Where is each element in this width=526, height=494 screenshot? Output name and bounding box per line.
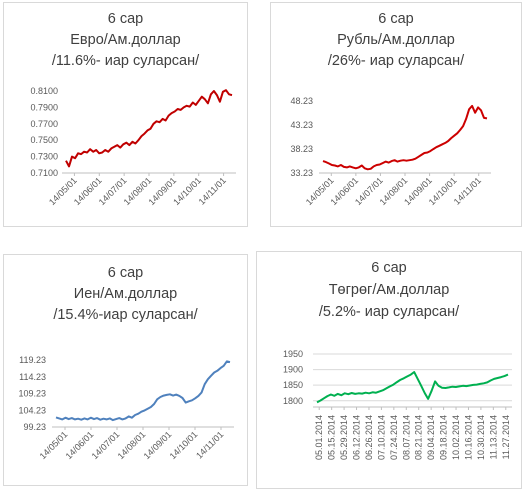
x-tick-label: 14/10/01 [168, 429, 200, 461]
y-tick-label: 1800 [283, 396, 303, 406]
x-tick-label: 05.15.2014 [327, 415, 337, 460]
series-line [55, 360, 231, 422]
chart-title-line-2: Төгрөг/Ам.доллар [328, 282, 450, 298]
chart-title-line-2: Иен/Ам.доллар [73, 286, 178, 302]
y-tick-label: 1900 [283, 365, 303, 375]
y-tick-label: 38.23 [290, 144, 313, 154]
x-tick-label: 11.13.2014 [488, 415, 498, 459]
series-line [322, 104, 488, 171]
x-tick-label: 14/11/01 [194, 429, 225, 460]
x-tick-label: 05.29.2014 [339, 415, 349, 460]
y-tick-label: 0.7300 [30, 152, 58, 162]
x-tick-label: 14/11/01 [197, 175, 228, 206]
y-tick-label: 119.23 [19, 355, 46, 365]
x-tick-label: 09.18.2014 [439, 415, 449, 460]
series-line [316, 371, 509, 404]
y-tick-label: 0.7500 [30, 135, 58, 145]
y-tick-label: 1850 [283, 380, 303, 390]
y-tick-label: 33.23 [290, 168, 313, 178]
y-tick-label: 43.23 [290, 120, 313, 130]
y-tick-label: 48.23 [290, 96, 313, 106]
x-tick-label: 05.01.2014 [314, 415, 324, 460]
rub-usd-line-chart: 33.2338.2343.2348.2314/05/0114/06/0114/0… [290, 96, 491, 207]
y-tick-label: 0.7700 [30, 119, 58, 129]
x-tick-label: 10.30.2014 [476, 415, 486, 460]
x-tick-label: 08.07.2014 [401, 415, 411, 460]
x-tick-label: 10.02.2014 [451, 415, 461, 460]
chart-title-line-1: 6 сар [378, 11, 414, 27]
x-tick-label: 07.24.2014 [389, 415, 399, 460]
y-tick-label: 1950 [283, 349, 303, 359]
y-tick-label: 0.7100 [30, 168, 58, 178]
chart-panel-eur-usd: 6 сар Евро/Ам.доллар /11.6%- иар суларса… [3, 2, 248, 227]
x-tick-label: 06.26.2014 [364, 415, 374, 460]
x-tick-label: 11.27.2014 [501, 415, 511, 459]
chart-title-line-3: /11.6%- иар суларсан/ [51, 53, 200, 69]
chart-title-line-2: Евро/Ам.доллар [70, 32, 181, 48]
y-tick-label: 0.8100 [30, 86, 58, 96]
chart-title-line-1: 6 сар [371, 260, 407, 276]
chart-title-line-1: 6 сар [107, 265, 144, 281]
chart-panel-rub-usd: 6 сар Рубль/Ам.доллар /26%- иар суларсан… [270, 2, 522, 227]
chart-title-line-3: /26%- иар суларсан/ [327, 53, 465, 69]
chart-title-line-2: Рубль/Ам.доллар [337, 32, 455, 48]
y-tick-label: 0.7900 [30, 102, 58, 112]
chart-panel-mnt-usd: 6 сар Төгрөг/Ам.доллар /5.2%- иар суларс… [256, 251, 522, 489]
chart-title-line-1: 6 сар [107, 11, 144, 27]
y-tick-label: 104.23 [18, 405, 46, 415]
eur-usd-line-chart: 0.71000.73000.75000.77000.79000.810014/0… [30, 86, 236, 207]
y-tick-label: 99.23 [23, 422, 46, 432]
x-tick-label: 06.12.2014 [352, 415, 362, 460]
series-line [65, 89, 233, 168]
x-tick-label: 10.16.2014 [463, 415, 473, 460]
chart-title-line-3: /15.4%-иар суларсан/ [53, 307, 198, 323]
x-tick-label: 08.21.2014 [414, 415, 424, 460]
mnt-usd-line-chart: 1800 1850 1900 1950 05.01.2014 05.15.2014 05.2… [283, 349, 512, 460]
y-tick-label: 114.23 [19, 372, 46, 382]
chart-title-line-3: /5.2%- иар суларсан/ [318, 304, 460, 320]
chart-panel-jpy-usd: 6 сар Иен/Ам.доллар /15.4%-иар суларсан/… [3, 254, 248, 486]
jpy-usd-line-chart: 99.23104.23109.23114.23119.2314/05/0114/… [18, 355, 234, 461]
x-tick-label: 14/11/01 [452, 175, 483, 206]
x-tick-label: 07.10.2014 [376, 415, 386, 460]
x-tick-label: 09.04.2014 [426, 415, 436, 460]
y-tick-label: 109.23 [18, 389, 46, 399]
